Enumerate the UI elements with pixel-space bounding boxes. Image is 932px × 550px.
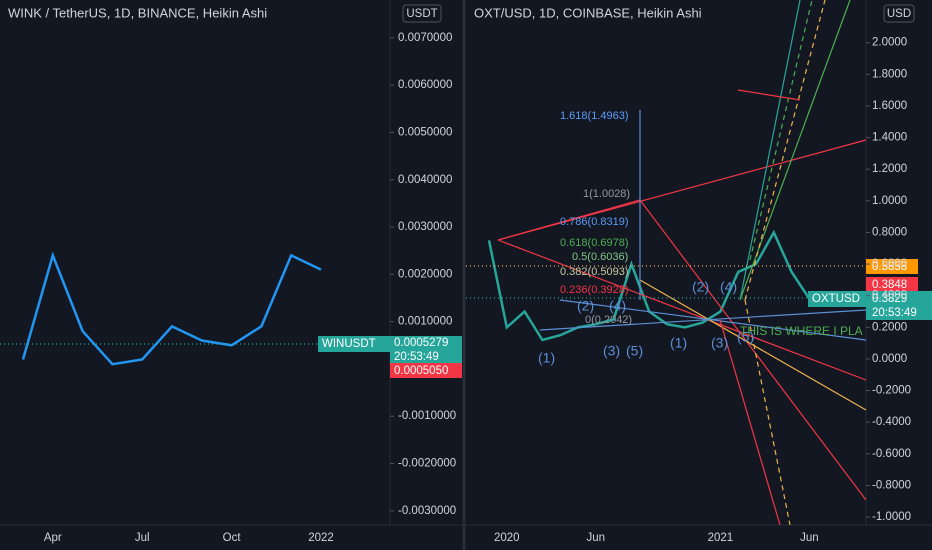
y-tick-label: 0.0050000 [398, 126, 452, 138]
countdown: 20:53:49 [872, 307, 917, 319]
price-tag [866, 277, 918, 292]
fib-label: 1(1.0028) [583, 188, 630, 200]
x-tick-label: 2021 [708, 532, 734, 544]
trend-line [744, 299, 791, 526]
y-tick-label: -0.6000 [872, 448, 911, 460]
currency-box [402, 4, 442, 23]
wave-label: (3) [603, 343, 620, 359]
price-tag [390, 363, 462, 378]
trend-line [739, 0, 851, 301]
y-tick-label: -0.2000 [872, 385, 911, 397]
trend-line [719, 319, 781, 526]
trend-line [639, 279, 867, 411]
y-tick-label: 0.0070000 [398, 32, 452, 44]
price-tag-text: 0.3848 [872, 279, 907, 291]
wave-label: (1) [538, 350, 555, 366]
x-tick-label: Jul [135, 532, 150, 544]
y-tick-label: 0.0040000 [398, 174, 452, 186]
y-tick-label: 1.6000 [872, 100, 907, 112]
trend-line [744, 0, 826, 301]
currency: USDT [406, 8, 437, 20]
currency: USD [887, 8, 911, 20]
price-line [21, 251, 322, 366]
currency-box [883, 4, 915, 23]
y-tick-label: -0.0010000 [398, 410, 456, 422]
y-tick-label: 0.0020000 [398, 268, 452, 280]
trend-line [559, 299, 867, 341]
trend-line [739, 0, 801, 301]
note: THIS IS WHERE I PLA [740, 324, 863, 338]
price-tag [318, 336, 390, 352]
y-tick-label: 0.0060000 [398, 79, 452, 91]
price-tag [808, 291, 866, 307]
drawings [0, 0, 867, 526]
fib-label: 0.5(0.6036) [572, 251, 628, 263]
wave-label: (2) [692, 279, 709, 295]
y-tick-label: 1.8000 [872, 68, 907, 80]
trend-line [639, 199, 867, 501]
wave-label: (5) [737, 329, 754, 345]
wave-label: (5) [626, 343, 643, 359]
price-tag [866, 291, 932, 320]
x-tick-label: Apr [44, 532, 62, 544]
y-tick-label: -0.0020000 [398, 458, 456, 470]
price-tag-text: 0.5858 [872, 261, 907, 273]
wave-label: (4) [609, 298, 626, 314]
wave-label: (3) [711, 335, 728, 351]
price-tag-text: 0.3829 [872, 293, 907, 305]
x-tick-label: Jun [800, 532, 819, 544]
fib-label: 0(0.2042) [585, 314, 632, 326]
fib-label: 0.786(0.8319) [560, 216, 629, 228]
y-tick-label: 0.0030000 [398, 221, 452, 233]
chart-title: OXT/USD, 1D, COINBASE, Heikin Ashi [474, 5, 702, 20]
wave-label: (2) [577, 298, 594, 314]
y-tick-label: -1.0000 [872, 511, 911, 523]
fib-label: 1.618(1.4963) [560, 110, 629, 122]
y-tick-label: -0.4000 [872, 416, 911, 428]
trend-line [497, 239, 867, 381]
fib-label: 0.618(0.6978) [560, 237, 629, 249]
price-tag-text: 0.0005279 [394, 337, 448, 349]
y-tick-label: 0.0010000 [398, 316, 452, 328]
chart-title: WINK / TetherUS, 1D, BINANCE, Heikin Ash… [8, 5, 267, 20]
symbol-tag: WINUSDT [322, 338, 376, 350]
y-tick-label: 2.0000 [872, 37, 907, 49]
y-tick-label: 0.8000 [872, 226, 907, 238]
price-tag [866, 259, 918, 274]
y-tick-label: -0.0030000 [398, 505, 456, 517]
trend-line [539, 309, 867, 331]
fib-label: 0.236(0.3928) [560, 284, 629, 296]
wave-label: (4) [720, 279, 737, 295]
y-tick-label: 0.0000 [872, 353, 907, 365]
countdown: 20:53:49 [394, 351, 439, 363]
x-tick-label: 2020 [494, 532, 520, 544]
trend-line [497, 139, 867, 241]
y-tick-label: 1.0000 [872, 195, 907, 207]
x-tick-label: Jun [587, 532, 606, 544]
x-tick-label: 2022 [308, 532, 334, 544]
y-tick-label: 0.4000 [872, 290, 907, 302]
symbol-tag: OXTUSD [812, 293, 860, 305]
y-tick-label: 0.2000 [872, 321, 907, 333]
y-tick-label: -0.8000 [872, 479, 911, 491]
fib-label: 0.382(0.5093) [560, 266, 629, 278]
wave-label: (1) [670, 335, 687, 351]
y-tick-label: 0.6000 [872, 258, 907, 270]
y-tick-label: 1.4000 [872, 132, 907, 144]
price-tag [390, 336, 462, 364]
trend-line [737, 89, 801, 101]
price-tag-text: 0.0005050 [394, 365, 448, 377]
x-tick-label: Oct [223, 532, 242, 544]
y-tick-label: 1.2000 [872, 163, 907, 175]
